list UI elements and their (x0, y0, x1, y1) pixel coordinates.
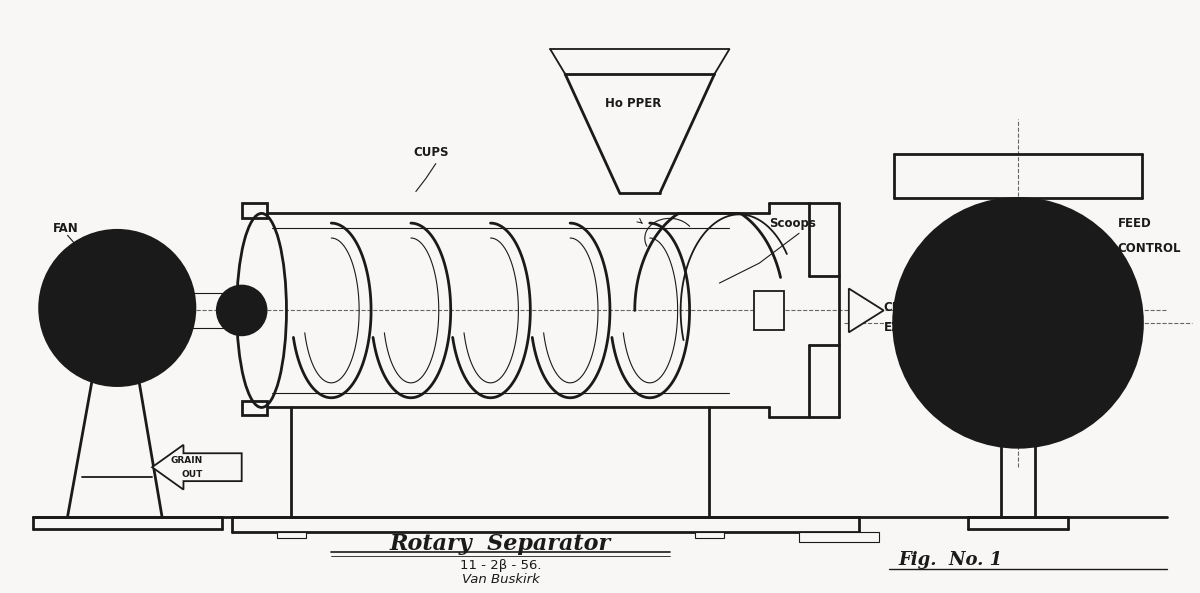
Circle shape (1091, 396, 1100, 405)
Circle shape (1091, 241, 1100, 250)
Circle shape (894, 199, 1142, 447)
Bar (276, 532, 306, 538)
Text: EXHAUST: EXHAUST (883, 321, 946, 334)
Bar (241, 400, 266, 416)
Text: CHAFF: CHAFF (883, 301, 928, 314)
Text: FAN: FAN (53, 222, 78, 235)
Circle shape (1006, 311, 1030, 335)
Text: OUT: OUT (181, 470, 203, 479)
Circle shape (40, 230, 194, 385)
Circle shape (217, 286, 266, 335)
Text: CUPS: CUPS (413, 146, 449, 159)
Circle shape (109, 300, 125, 316)
Polygon shape (848, 289, 883, 332)
Text: Van Buskirk: Van Buskirk (462, 573, 539, 586)
Bar (799, 532, 878, 542)
Text: GRAIN: GRAIN (170, 456, 203, 465)
Text: FEED: FEED (1117, 217, 1151, 230)
Bar (241, 203, 266, 218)
Text: 11 - 2β - 56.: 11 - 2β - 56. (460, 559, 541, 572)
Text: Scoops: Scoops (769, 217, 816, 230)
Text: Fig.  No. 1: Fig. No. 1 (899, 551, 1003, 569)
Circle shape (936, 241, 946, 250)
Bar (695, 532, 725, 538)
Circle shape (936, 396, 946, 405)
Polygon shape (152, 445, 241, 490)
Text: CONTROL: CONTROL (1117, 242, 1181, 255)
Text: Rotary  Separator: Rotary Separator (390, 533, 611, 555)
Bar (755, 291, 784, 330)
Circle shape (112, 302, 124, 314)
Text: Ho PPER: Ho PPER (605, 97, 661, 110)
